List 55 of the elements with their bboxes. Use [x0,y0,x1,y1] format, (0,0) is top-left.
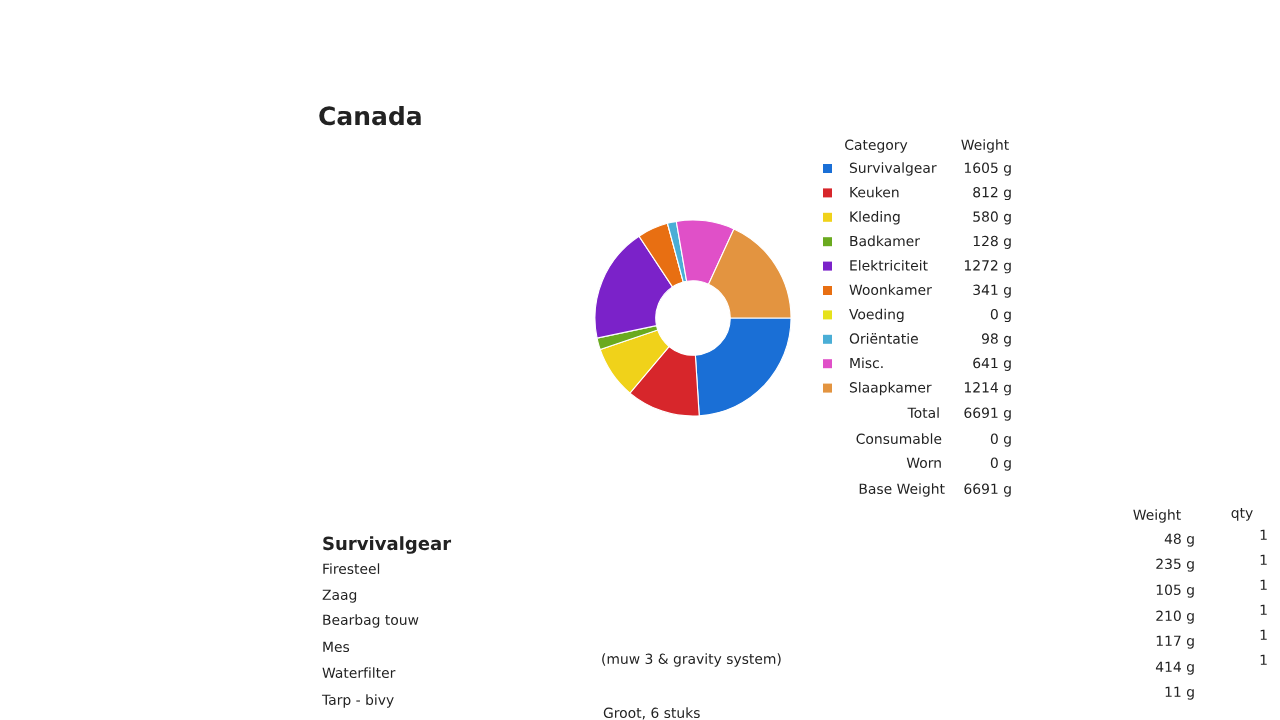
text: 6691 g [964,483,1011,497]
legend-label: Woonkamer [849,284,932,296]
text: 105 g [1156,584,1194,598]
data-label: 128 g [973,235,1011,249]
text: Base Weight [859,483,945,497]
text: Weight [961,139,1009,153]
text: 0 g [990,308,1011,323]
text: Total [907,407,939,419]
text: 117 g [1156,635,1194,649]
legend-label: Voeding [849,308,904,323]
text: (muw 3 & gravity system) [602,653,781,667]
text: 1 [1260,579,1267,590]
text: Weight [1133,509,1181,523]
text: Firesteel [323,563,380,575]
legend-label: Elektriciteit [850,259,928,271]
text: Zaag [322,589,357,603]
text: 1 [1260,604,1267,615]
data-label: 1605 g [964,162,1011,176]
legend-label: Oriëntatie [849,333,918,344]
data-label: 341 g [973,284,1011,298]
data-label: 98 g [981,333,1011,347]
text: Canada [319,105,421,126]
legend-label: Badkamer [850,235,920,247]
text: Waterfilter [322,667,396,679]
text: 1 [1260,629,1267,640]
text: 1 [1260,554,1267,565]
text: 235 g [1156,558,1194,572]
legend-label: Slaapkamer [849,381,932,396]
text: 0 g [990,433,1011,447]
text: Survivalgear [323,536,452,554]
legend-label: Survivalgear [849,162,937,176]
text: Tarp - bivy [321,694,394,708]
text: Worn [906,457,941,469]
text: 11 g [1165,686,1194,700]
text: Consumable [856,433,942,445]
text: Category [845,139,908,153]
text: 1 [1260,654,1267,665]
data-label: 812 g [973,186,1011,201]
text: Bearbag touw [323,614,419,628]
text: 210 g [1156,610,1194,624]
text: qty [1231,508,1253,521]
text: Groot, 6 stuks [603,707,700,720]
text: 1 [1260,529,1267,540]
data-label: 1214 g [964,382,1011,396]
legend-label: Keuken [850,186,899,198]
text: 6691 g [964,407,1011,421]
data-label: 580 g [973,211,1011,225]
text: 414 g [1155,661,1194,675]
text: Mes [323,641,350,653]
data-label: 641 g [973,357,1011,371]
data-label: 1272 g [964,260,1011,274]
text: 0 g [990,457,1011,471]
text: 48 g [1164,533,1194,547]
legend-label: Kleding [850,211,900,225]
legend-label: Misc. [850,357,883,369]
